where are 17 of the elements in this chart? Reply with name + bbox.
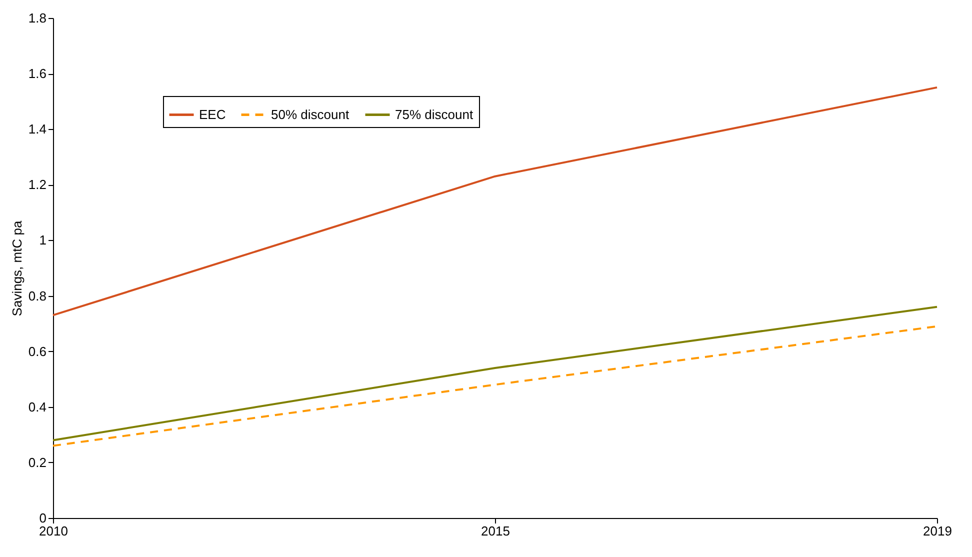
legend-label: 50% discount: [271, 106, 350, 122]
y-tick-label: 0.2: [28, 454, 46, 470]
y-tick-label: 1.6: [28, 66, 46, 82]
y-tick-label: 0.6: [28, 344, 46, 359]
y-tick-label: 0.4: [28, 399, 46, 414]
y-tick-label: 1.2: [28, 177, 46, 192]
x-tick-label: 2010: [39, 524, 68, 538]
x-tick-label: 2019: [923, 524, 952, 538]
legend-label: EEC: [199, 106, 226, 122]
y-tick-label: 0: [39, 510, 46, 526]
legend-label: 75% discount: [395, 106, 474, 122]
y-tick-label: 1: [39, 232, 46, 248]
y-tick-label: 0.8: [28, 288, 46, 304]
y-axis-title: Savings, mtC pa: [9, 220, 24, 316]
y-tick-label: 1.4: [28, 122, 46, 137]
y-tick-label: 1.8: [28, 10, 46, 26]
x-tick-label: 2015: [481, 524, 510, 538]
